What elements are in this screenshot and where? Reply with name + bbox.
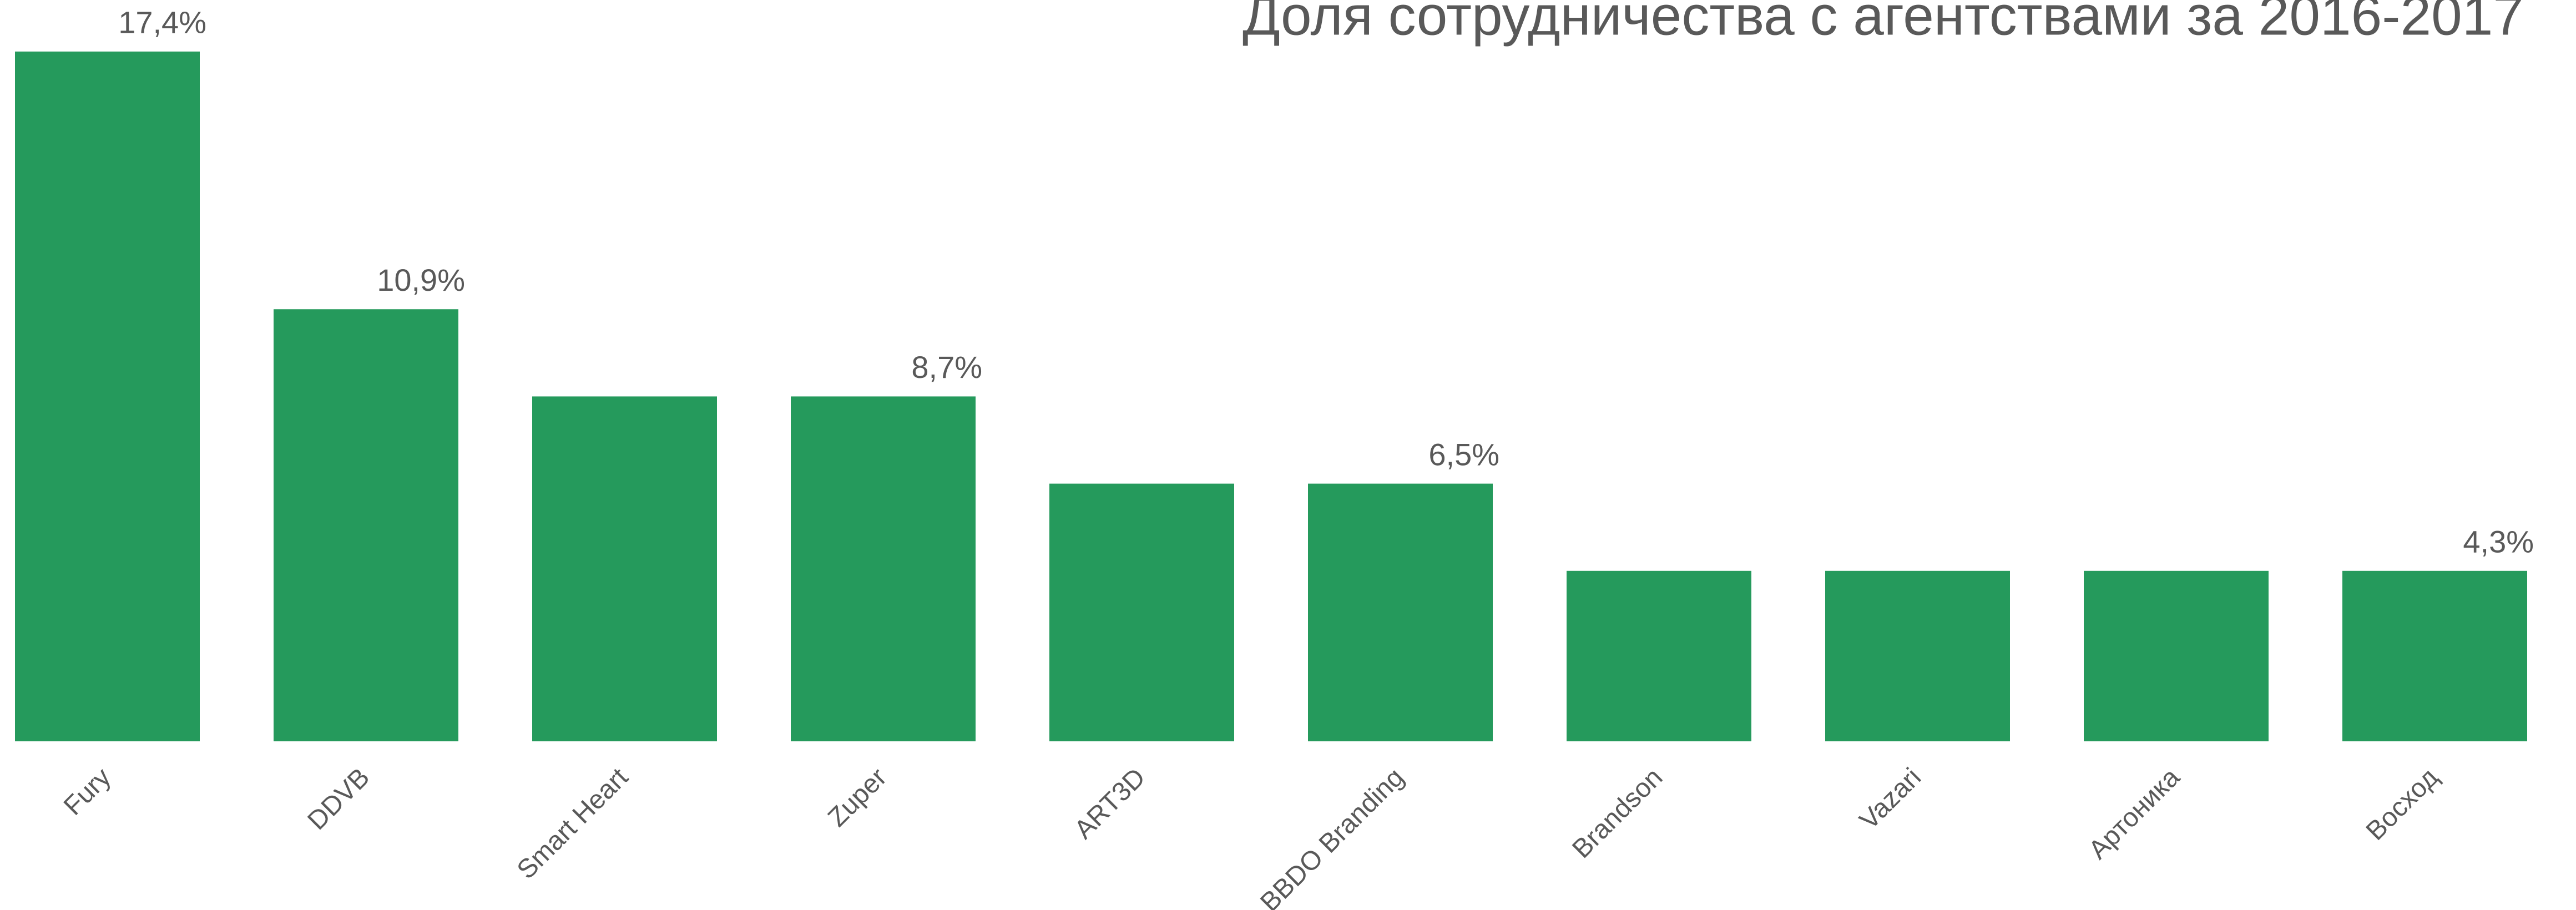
data-label: 6,5% — [1428, 437, 1499, 472]
x-tick-label: Артоника — [2083, 762, 2186, 865]
bar — [274, 309, 458, 741]
bar — [791, 396, 976, 741]
bar — [15, 51, 200, 742]
x-tick-label: Vazari — [1854, 762, 1927, 835]
chart-title: Доля сотрудничества с агентствами за 201… — [1242, 0, 2524, 47]
x-tick-label: Smart Heart — [512, 762, 634, 884]
bar — [1049, 483, 1234, 741]
bar — [1825, 570, 2010, 741]
bar — [1567, 570, 1751, 741]
bar — [2084, 570, 2269, 741]
x-tick-label: DDVB — [302, 762, 375, 836]
x-tick-label: ART3D — [1069, 762, 1151, 845]
x-tick-label: Zuper — [822, 762, 892, 832]
x-tick-label: BBDO Branding — [1255, 762, 1410, 910]
x-tick-label: Brandson — [1567, 762, 1668, 864]
data-label: 17,4% — [118, 5, 206, 40]
bar — [1308, 483, 1493, 741]
data-label: 10,9% — [377, 262, 465, 297]
bar — [532, 396, 717, 741]
x-tick-label: Восход — [2361, 762, 2444, 846]
data-label: 4,3% — [2463, 524, 2534, 559]
data-label: 8,7% — [911, 350, 982, 385]
x-tick-label: Fury — [58, 762, 117, 821]
bar — [2342, 570, 2527, 741]
